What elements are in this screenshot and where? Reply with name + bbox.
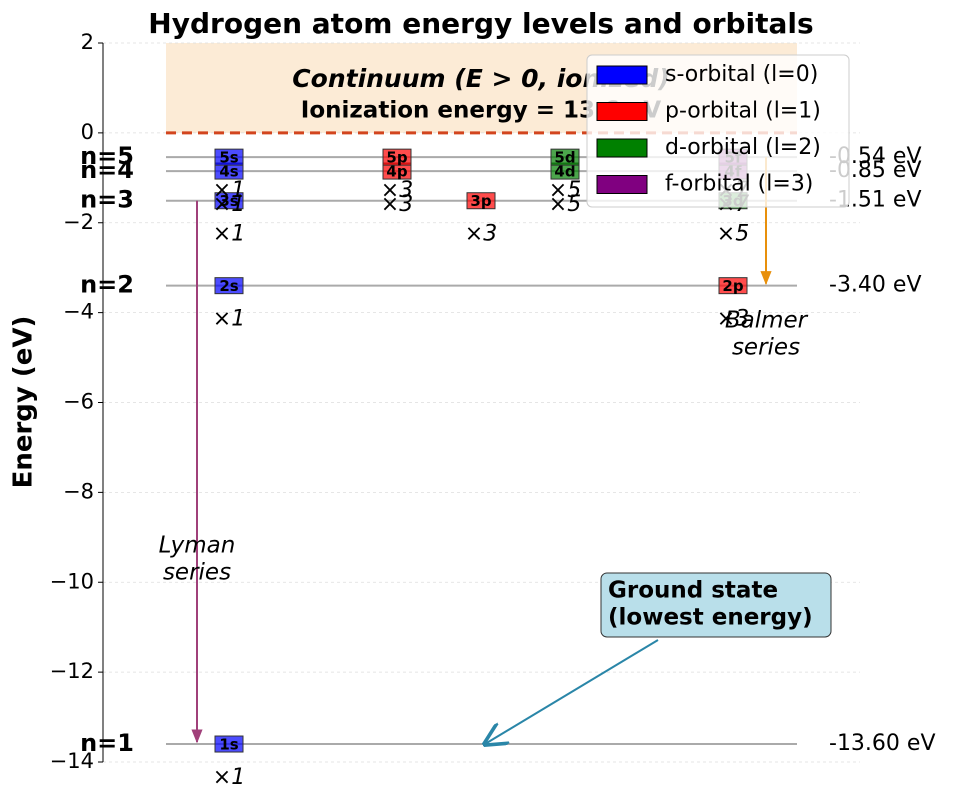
orbital-multiplicity: ×3 — [381, 178, 413, 203]
orbital-name: 3s — [219, 192, 238, 210]
annotation-text: Ground state — [608, 578, 778, 604]
level-name: n=5 — [80, 142, 134, 170]
transition-label: Balmer — [725, 308, 809, 334]
y-tick-label: −10 — [50, 569, 94, 593]
orbital-box — [550, 148, 580, 166]
orbital-multiplicity: ×5 — [549, 192, 581, 217]
orbital-box — [214, 192, 244, 210]
orbital-box — [214, 148, 244, 166]
orbital-name: 5s — [219, 149, 238, 167]
orbital-name: 4s — [219, 163, 238, 181]
chart-title: Hydrogen atom energy levels and orbitals — [148, 7, 813, 40]
legend-label: d-orbital (l=2) — [665, 135, 821, 160]
y-tick-label: −14 — [50, 749, 94, 773]
orbital-name: 4p — [386, 163, 407, 181]
y-tick-label: −8 — [63, 479, 94, 503]
orbital-name: 5d — [554, 149, 575, 167]
legend-label: s-orbital (l=0) — [665, 62, 818, 87]
legend-swatch — [596, 138, 648, 158]
y-tick-label: −2 — [63, 210, 94, 234]
orbital-box — [466, 192, 496, 210]
orbital-name: 2s — [219, 277, 238, 295]
level-name: n=2 — [80, 271, 134, 299]
orbital-multiplicity: ×1 — [213, 192, 245, 217]
level-name: n=3 — [80, 186, 134, 214]
orbital-name: 3p — [470, 192, 491, 210]
transition-label: series — [732, 335, 800, 361]
orbital-multiplicity: ×1 — [213, 178, 245, 203]
level-energy: -13.60 eV — [829, 731, 936, 756]
y-tick-label: −12 — [50, 659, 94, 683]
y-axis-label: Energy (eV) — [9, 316, 39, 489]
legend-swatch — [596, 102, 648, 121]
orbital-name: 1s — [219, 736, 238, 754]
annotation-box — [600, 572, 832, 638]
orbital-multiplicity: ×3 — [717, 307, 749, 332]
legend-box — [586, 54, 850, 208]
orbital-multiplicity: ×1 — [213, 307, 245, 332]
transition-label: Lyman — [159, 533, 236, 559]
orbital-box — [214, 735, 244, 753]
legend-label: p-orbital (l=1) — [665, 99, 821, 124]
orbital-multiplicity: ×1 — [213, 222, 245, 247]
legend-swatch — [596, 175, 648, 194]
orbital-box — [214, 277, 244, 295]
orbital-multiplicity: ×5 — [549, 178, 581, 203]
orbital-name: 5p — [386, 149, 407, 167]
orbital-box — [718, 277, 748, 295]
annotation-text: (lowest energy) — [608, 605, 813, 631]
orbital-multiplicity: ×3 — [465, 222, 497, 247]
y-tick-label: 2 — [81, 30, 94, 54]
transition-label: series — [163, 560, 231, 586]
orbital-name: 4d — [554, 163, 575, 181]
orbital-box — [382, 148, 412, 166]
annotation-arrow — [485, 639, 659, 744]
level-name: n=4 — [80, 156, 134, 184]
level-energy: -3.40 eV — [829, 273, 922, 298]
legend-swatch — [596, 65, 648, 85]
orbital-multiplicity: ×1 — [213, 765, 245, 790]
y-tick-label: −4 — [63, 300, 94, 324]
y-tick-label: −6 — [63, 390, 94, 414]
level-name: n=1 — [80, 729, 134, 757]
orbital-multiplicity: ×3 — [381, 192, 413, 217]
y-tick-label: 0 — [81, 120, 94, 144]
legend-label: f-orbital (l=3) — [665, 172, 813, 197]
orbital-multiplicity: ×5 — [717, 222, 749, 247]
orbital-name: 2p — [722, 277, 743, 295]
